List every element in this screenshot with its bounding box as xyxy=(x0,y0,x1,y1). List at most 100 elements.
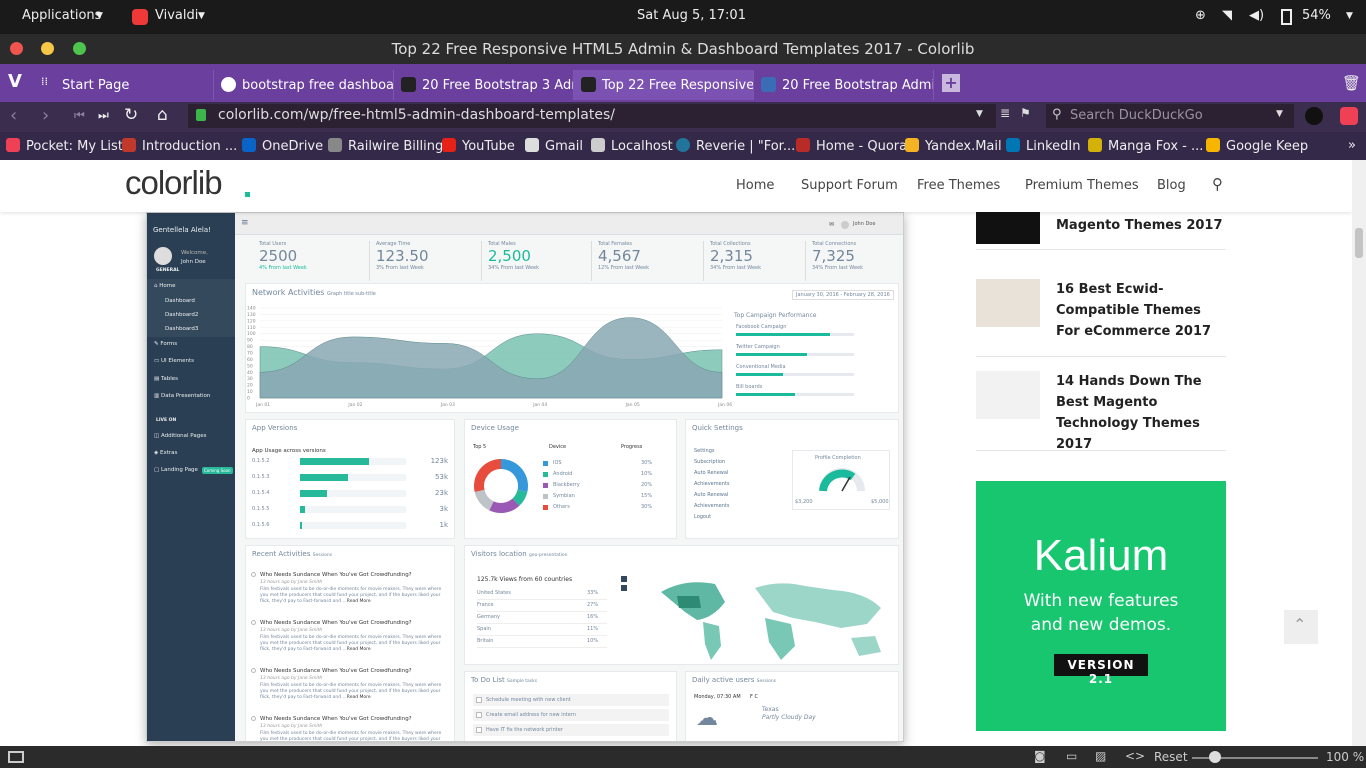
browser-menu[interactable]: Vivaldi xyxy=(155,8,199,23)
article-thumbnail[interactable] xyxy=(976,371,1040,419)
bookmark-quora[interactable]: Home - Quora xyxy=(796,138,907,154)
url-field[interactable]: colorlib.com/wp/free-html5-admin-dashboa… xyxy=(188,104,1031,128)
menu-forms[interactable]: ✎ Forms xyxy=(154,341,178,347)
bookmark-youtube[interactable]: YouTube xyxy=(442,138,515,154)
back-button[interactable]: ‹ xyxy=(10,105,18,126)
tab-start-page[interactable]: ⁞⁞ Start Page xyxy=(34,70,214,100)
menu-dashboard3[interactable]: Dashboard3 xyxy=(165,326,199,332)
bookmark-mangafox[interactable]: Manga Fox - ... xyxy=(1088,138,1203,154)
battery-icon[interactable] xyxy=(1281,9,1292,25)
bookmark-linkedin[interactable]: LinkedIn xyxy=(1006,138,1080,154)
chevron-down-icon[interactable]: ▼ xyxy=(1276,109,1283,119)
article-title[interactable]: Magento Themes 2017 xyxy=(1056,218,1223,233)
site-logo[interactable]: colorlib xyxy=(125,164,223,201)
close-window-button[interactable] xyxy=(10,42,23,55)
menu-dashboard[interactable]: Dashboard xyxy=(165,298,195,304)
code-icon[interactable]: <> xyxy=(1125,749,1146,763)
logo-dot xyxy=(245,192,250,197)
bookmark-introduction[interactable]: Introduction ... xyxy=(122,138,237,154)
web-page: Gentellela Alela! Welcome, John Doe GENE… xyxy=(0,160,1352,746)
article-title[interactable]: 16 Best Ecwid-Compatible Themes For eCom… xyxy=(1056,282,1212,339)
clock[interactable]: Sat Aug 5, 17:01 xyxy=(637,8,746,23)
vivaldi-menu-icon[interactable]: V xyxy=(8,71,22,92)
wifi-icon[interactable]: ◥ xyxy=(1222,8,1232,23)
fast-forward-button[interactable]: ⏭ xyxy=(98,108,109,122)
country-name: Britain xyxy=(477,638,494,644)
article-thumbnail[interactable] xyxy=(976,279,1040,327)
stat-value: 2,315 xyxy=(710,247,753,265)
nav-premium-themes[interactable]: Premium Themes xyxy=(1025,178,1139,193)
new-tab-button[interactable]: + xyxy=(942,74,960,92)
bookmark-pocket[interactable]: Pocket: My List xyxy=(6,138,123,154)
scrollbar-thumb[interactable] xyxy=(1355,228,1363,258)
reader-icon[interactable]: ≣ xyxy=(1000,106,1011,120)
menu-dashboard2[interactable]: Dashboard2 xyxy=(165,312,199,318)
gauge-chart xyxy=(819,468,865,492)
tile-icon[interactable]: ▭ xyxy=(1066,749,1078,763)
tab-colorlib-active[interactable]: Top 22 Free Responsive HT xyxy=(574,70,754,100)
dashboard-preview-image[interactable]: Gentellela Alela! Welcome, John Doe GENE… xyxy=(146,212,904,742)
article-magento-technology[interactable]: 14 Hands Down The Best Magento Technolog… xyxy=(976,359,1226,452)
zoom-reset-button[interactable]: Reset xyxy=(1154,750,1188,764)
daily-city: Texas xyxy=(762,706,779,713)
home-button[interactable]: ⌂ xyxy=(157,105,168,125)
menu-home[interactable]: ⌂ Home xyxy=(154,283,176,289)
bookmark-icon[interactable]: ⚑ xyxy=(1020,106,1031,120)
search-field[interactable]: ⚲ Search DuckDuckGo ▼ xyxy=(1046,104,1294,128)
app-version-track xyxy=(300,458,406,465)
nav-blog[interactable]: Blog xyxy=(1157,178,1186,193)
menu-data-presentation[interactable]: ▥ Data Presentation xyxy=(154,393,211,399)
nav-support-forum[interactable]: Support Forum xyxy=(801,178,898,193)
crosshair-icon[interactable]: ⊕ xyxy=(1195,8,1206,23)
zoom-slider[interactable] xyxy=(1192,757,1318,759)
forward-button[interactable]: › xyxy=(42,105,50,126)
trash-icon[interactable]: 🗑 xyxy=(1342,74,1362,92)
menu-tables[interactable]: ▤ Tables xyxy=(154,376,179,382)
applications-menu[interactable]: Applications xyxy=(22,8,102,23)
back-to-top-button[interactable]: ⌃ xyxy=(1284,610,1318,644)
menu-landing-page[interactable]: ▢ Landing Page xyxy=(154,467,198,473)
nav-home[interactable]: Home xyxy=(736,178,775,193)
nav-free-themes[interactable]: Free Themes xyxy=(917,178,1001,193)
rewind-button[interactable]: ⏮ xyxy=(74,108,85,122)
kalium-ad-banner[interactable]: Kalium With new features and new demos. … xyxy=(976,481,1226,731)
article-title[interactable]: 14 Hands Down The Best Magento Technolog… xyxy=(1056,374,1202,452)
donut-slice xyxy=(489,498,520,513)
bookmark-railwire[interactable]: Railwire Billing xyxy=(328,138,443,154)
volume-icon[interactable]: ◀) xyxy=(1249,8,1265,23)
app-version-bar xyxy=(300,522,303,529)
search-icon[interactable]: ⚲ xyxy=(1212,175,1223,193)
reload-button[interactable]: ↻ xyxy=(124,105,139,125)
more-bookmarks-icon[interactable]: » xyxy=(1348,138,1356,153)
todo-subtitle: Sample tasks xyxy=(506,679,538,684)
tab-colorlib-1[interactable]: 20 Free Bootstrap 3 Admin xyxy=(394,70,574,100)
bookmark-gmail[interactable]: Gmail xyxy=(525,138,583,154)
menu-extras[interactable]: ◈ Extras xyxy=(154,450,178,456)
maximize-window-button[interactable] xyxy=(73,42,86,55)
bookmark-reverie[interactable]: Reverie | "For... xyxy=(676,138,795,154)
tab-bootstrap[interactable]: 20 Free Bootstrap Admin & xyxy=(754,70,934,100)
article-ecwid[interactable]: 16 Best Ecwid-Compatible Themes For eCom… xyxy=(976,265,1226,357)
linkedin-icon xyxy=(1006,138,1020,152)
zoom-slider-handle[interactable] xyxy=(1209,751,1221,763)
menu-label: Tables xyxy=(160,376,179,382)
panel-toggle-icon[interactable] xyxy=(8,751,24,763)
bookmark-yandex[interactable]: Yandex.Mail xyxy=(905,138,1002,154)
camera-icon[interactable]: ◙ xyxy=(1034,749,1046,763)
extension-icon[interactable] xyxy=(1305,107,1323,125)
bookmark-label: LinkedIn xyxy=(1026,139,1081,154)
bookmark-google-keep[interactable]: Google Keep xyxy=(1206,138,1308,154)
menu-additional-pages[interactable]: ◫ Additional Pages xyxy=(154,433,207,439)
ad-line-2: and new demos. xyxy=(1030,615,1172,635)
chevron-down-icon[interactable]: ▼ xyxy=(976,109,983,119)
bookmark-localhost[interactable]: Localhost xyxy=(591,138,673,154)
bookmark-onedrive[interactable]: OneDrive xyxy=(242,138,323,154)
tab-google[interactable]: bootstrap free dashboard xyxy=(214,70,394,100)
campaign-bar xyxy=(736,373,784,376)
pocket-icon[interactable] xyxy=(1340,107,1358,125)
minimize-window-button[interactable] xyxy=(41,42,54,55)
stat-sub: 34% From last Week xyxy=(488,265,539,271)
image-icon[interactable]: ▨ xyxy=(1095,749,1107,763)
page-scrollbar[interactable] xyxy=(1352,160,1366,746)
menu-ui-elements[interactable]: ▭ UI Elements xyxy=(154,358,194,364)
